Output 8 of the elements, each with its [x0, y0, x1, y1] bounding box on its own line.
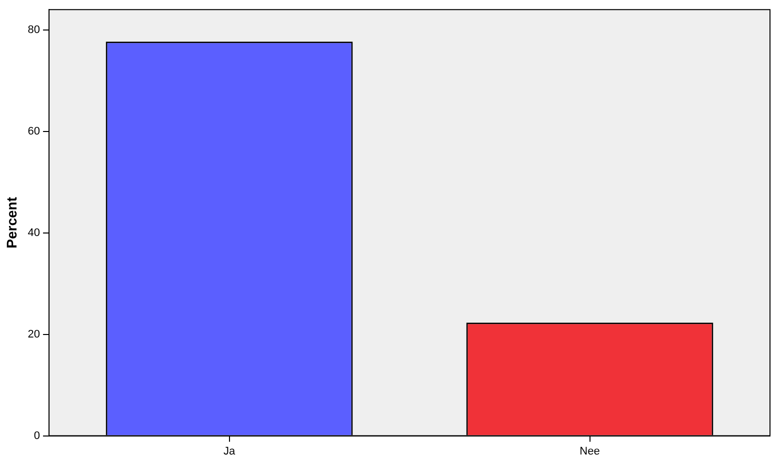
y-axis-title: Percent [3, 196, 20, 248]
x-tick-label: Ja [223, 445, 236, 458]
y-tick-label: 80 [28, 24, 40, 36]
y-tick-label: 0 [34, 430, 40, 442]
y-tick-label: 20 [28, 328, 40, 340]
y-tick-label: 60 [28, 125, 40, 138]
x-tick-label: Nee [580, 445, 600, 458]
y-tick-label: 40 [28, 226, 40, 239]
